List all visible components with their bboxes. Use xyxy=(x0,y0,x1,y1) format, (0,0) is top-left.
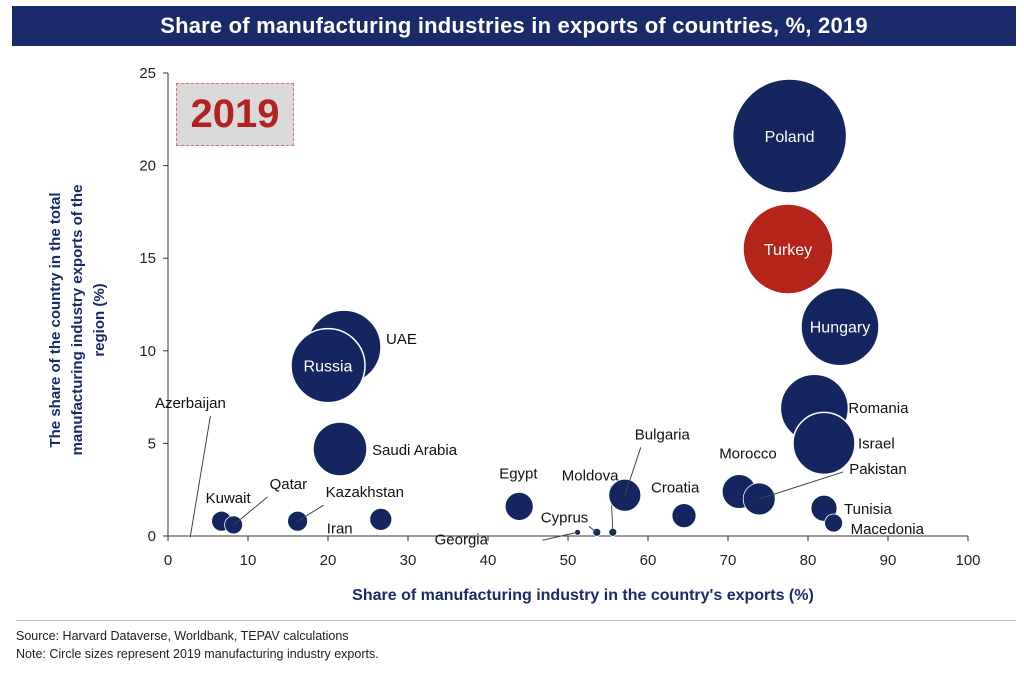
y-axis-title-line: The share of the country in the total xyxy=(47,192,64,447)
leader-line xyxy=(189,415,211,537)
y-axis-title: The share of the country in the total man… xyxy=(47,185,108,456)
x-tick-label: 70 xyxy=(720,552,737,569)
leader-line xyxy=(588,525,598,533)
x-tick-label: 90 xyxy=(880,552,897,569)
label-azerbaijan: Azerbaijan xyxy=(155,395,226,412)
label-cyprus: Cyprus xyxy=(541,509,589,526)
label-poland: Poland xyxy=(765,129,815,146)
y-tick-label: 15 xyxy=(139,250,156,267)
label-pakistan: Pakistan xyxy=(849,461,907,478)
label-macedonia: Macedonia xyxy=(851,521,925,538)
y-tick-label: 5 xyxy=(148,435,156,452)
year-badge: 2019 xyxy=(176,83,294,146)
label-georgia: Georgia xyxy=(435,531,489,548)
label-turkey: Turkey xyxy=(764,242,812,259)
x-tick-label: 80 xyxy=(800,552,817,569)
bubble-croatia xyxy=(671,503,697,529)
y-tick-label: 10 xyxy=(139,343,156,360)
bubble-saudi-arabia xyxy=(312,421,368,477)
label-bulgaria: Bulgaria xyxy=(635,426,691,443)
x-tick-label: 40 xyxy=(480,552,497,569)
footer: Source: Harvard Dataverse, Worldbank, TE… xyxy=(16,620,1016,663)
y-tick-label: 25 xyxy=(139,65,156,82)
leader-line xyxy=(233,496,268,526)
label-israel: Israel xyxy=(858,435,895,452)
chart-title: Share of manufacturing industries in exp… xyxy=(12,6,1016,46)
x-tick-label: 100 xyxy=(955,552,980,569)
y-axis-title-line: manufacturing industry exports of the xyxy=(69,185,86,456)
leader-line xyxy=(759,471,844,500)
bubble-russia xyxy=(290,327,366,404)
x-axis-title: Share of manufacturing industry in the c… xyxy=(352,587,814,604)
label-croatia: Croatia xyxy=(651,480,700,497)
label-kazakhstan: Kazakhstan xyxy=(326,484,404,501)
label-russia: Russia xyxy=(304,359,353,376)
y-tick-label: 20 xyxy=(139,158,156,175)
y-axis-title-line: region (%) xyxy=(91,283,108,356)
bubble-poland xyxy=(731,78,848,194)
leader-line xyxy=(297,504,324,522)
x-tick-label: 60 xyxy=(640,552,657,569)
label-qatar: Qatar xyxy=(270,476,308,493)
label-moldova: Moldova xyxy=(562,467,619,484)
x-tick-label: 0 xyxy=(164,552,172,569)
label-saudi-arabia: Saudi Arabia xyxy=(372,442,458,459)
x-tick-label: 10 xyxy=(240,552,257,569)
size-note: Note: Circle sizes represent 2019 manufa… xyxy=(16,647,379,661)
label-egypt: Egypt xyxy=(499,465,538,482)
bubble-turkey xyxy=(742,203,834,295)
bubble-iran xyxy=(369,507,393,531)
x-tick-label: 30 xyxy=(400,552,417,569)
leader-line xyxy=(624,447,642,496)
label-hungary: Hungary xyxy=(810,320,870,337)
label-iran: Iran xyxy=(327,520,353,537)
leader-line xyxy=(542,531,578,541)
label-kuwait: Kuwait xyxy=(206,490,252,507)
label-morocco: Morocco xyxy=(719,446,777,463)
source-note: Source: Harvard Dataverse, Worldbank, TE… xyxy=(16,629,349,643)
label-uae: UAE xyxy=(386,331,417,348)
scatter-chart: 0 10 20 30 40 50 60 70 80 90 100 0 5 10 15 20 25 Share of… xyxy=(47,65,981,604)
bubble-egypt xyxy=(504,491,534,521)
label-tunisia: Tunisia xyxy=(844,501,892,518)
y-tick-label: 0 xyxy=(148,528,156,545)
x-tick-label: 50 xyxy=(560,552,577,569)
bubble-israel xyxy=(792,411,856,476)
bubble-macedonia xyxy=(824,513,843,533)
label-romania: Romania xyxy=(848,400,909,417)
bubble-hungary xyxy=(800,286,880,367)
x-tick-label: 20 xyxy=(320,552,337,569)
